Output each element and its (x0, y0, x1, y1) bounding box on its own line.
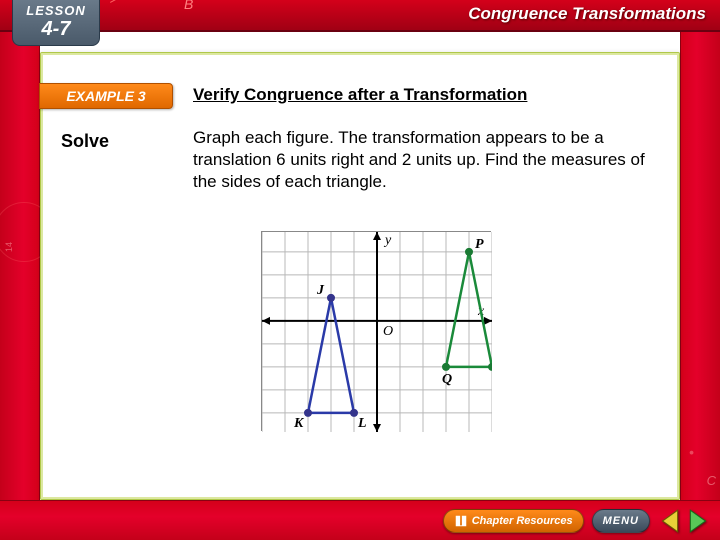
svg-text:P: P (475, 237, 484, 252)
menu-button[interactable]: MENU (592, 509, 650, 533)
right-rail: • C (680, 32, 720, 540)
lesson-tab: LESSON 4-7 (12, 0, 100, 46)
svg-text:y: y (383, 233, 392, 248)
chapter-resources-button[interactable]: Chapter Resources (443, 509, 584, 533)
svg-text:L: L (357, 416, 367, 431)
header-accent: B (110, 2, 230, 30)
lesson-label: LESSON (13, 3, 99, 18)
left-rail: 14 (0, 32, 40, 540)
menu-label: MENU (603, 515, 639, 527)
solve-label: Solve (61, 131, 109, 152)
lesson-number: 4-7 (13, 18, 99, 41)
content-panel: EXAMPLE 3 Verify Congruence after a Tran… (40, 52, 680, 500)
next-button[interactable] (688, 508, 710, 534)
footer-bar: Chapter Resources MENU (0, 500, 720, 540)
svg-text:K: K (293, 416, 305, 431)
header-bar: LESSON 4-7 B Congruence Transformations (0, 0, 720, 32)
book-icon (454, 514, 468, 528)
svg-text:Q: Q (442, 372, 452, 387)
svg-text:J: J (316, 283, 325, 298)
arrow-right-icon (688, 508, 710, 534)
chapter-resources-label: Chapter Resources (472, 515, 573, 527)
arrow-left-icon (658, 508, 680, 534)
prev-button[interactable] (658, 508, 680, 534)
coordinate-figure: OxyJKLPQR (261, 231, 491, 431)
header-accent-label: B (184, 0, 193, 12)
svg-text:O: O (383, 324, 393, 339)
section-title: Verify Congruence after a Transformation (193, 85, 527, 105)
grid-svg: OxyJKLPQR (262, 232, 492, 432)
example-tab: EXAMPLE 3 (39, 83, 173, 109)
header-title: Congruence Transformations (468, 4, 706, 24)
body-text: Graph each figure. The transformation ap… (193, 127, 659, 193)
